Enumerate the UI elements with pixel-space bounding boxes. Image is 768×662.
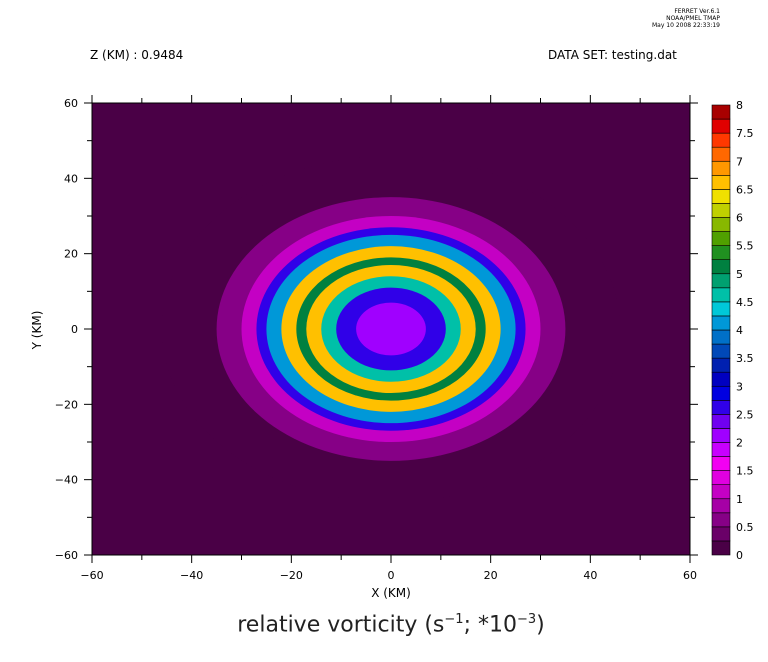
colorbar-label: 1.5 bbox=[736, 465, 754, 478]
x-tick-label: 40 bbox=[583, 569, 597, 582]
plot-title: relative vorticity (s−1; *10−3) bbox=[0, 612, 768, 637]
colorbar-swatch bbox=[711, 217, 731, 232]
colorbar-swatch bbox=[711, 273, 731, 289]
y-tick-label: −40 bbox=[55, 474, 78, 487]
colorbar-swatch bbox=[711, 259, 731, 275]
colorbar-swatch bbox=[711, 118, 731, 134]
stamp-org: NOAA/PMEL TMAP bbox=[666, 15, 720, 22]
colorbar-swatch bbox=[711, 470, 731, 485]
colorbar-swatch bbox=[711, 414, 731, 429]
colorbar-swatch bbox=[711, 287, 731, 303]
colorbar-label: 1 bbox=[736, 493, 743, 506]
title-end: ) bbox=[536, 612, 545, 638]
colorbar-swatch bbox=[711, 329, 731, 345]
colorbar-swatch bbox=[711, 315, 731, 331]
colorbar-swatch bbox=[711, 104, 731, 120]
x-tick-label: 0 bbox=[388, 569, 395, 582]
colorbar-label: 7.5 bbox=[736, 127, 754, 140]
colorbar-swatch bbox=[711, 231, 731, 246]
x-tick-label: 60 bbox=[683, 569, 697, 582]
y-axis: −60 −40 −20 0 20 40 60 bbox=[55, 97, 698, 562]
y-tick-label: 60 bbox=[64, 97, 78, 110]
colorbar-label: 4 bbox=[736, 324, 743, 337]
colorbar-swatch bbox=[711, 512, 731, 528]
x-axis: −60 −40 −20 0 20 40 60 bbox=[80, 95, 697, 582]
colorbar-label: 0.5 bbox=[736, 521, 754, 534]
x-tick-label: −20 bbox=[280, 569, 303, 582]
contour-field bbox=[92, 103, 690, 555]
colorbar-label: 3.5 bbox=[736, 352, 754, 365]
y-tick-label: −60 bbox=[55, 549, 78, 562]
colorbar-label: 7 bbox=[736, 155, 743, 168]
colorbar-swatch bbox=[711, 245, 731, 260]
colorbar-swatch bbox=[711, 132, 731, 148]
colorbar-label: 6.5 bbox=[736, 183, 754, 196]
stamp-date: May 10 2008 22:33:19 bbox=[652, 22, 720, 29]
colorbar-swatch bbox=[711, 301, 731, 317]
x-tick-label: −60 bbox=[80, 569, 103, 582]
title-text: relative vorticity (s bbox=[237, 612, 445, 638]
colorbar-swatch bbox=[711, 442, 731, 457]
stamp-version: FERRET Ver.6.1 bbox=[674, 8, 720, 15]
x-tick-label: 20 bbox=[484, 569, 498, 582]
colorbar-swatch bbox=[711, 357, 731, 373]
colorbar-swatch bbox=[711, 400, 731, 415]
contour-core bbox=[371, 313, 411, 345]
colorbar-swatch bbox=[711, 203, 731, 218]
colorbar-swatch bbox=[711, 526, 731, 542]
colorbar-swatch bbox=[711, 160, 731, 176]
colorbar-swatch bbox=[711, 385, 731, 401]
colorbar-label: 5 bbox=[736, 268, 743, 281]
dataset-label: DATA SET: testing.dat bbox=[548, 48, 677, 62]
colorbar-swatch bbox=[711, 343, 731, 359]
colorbar-swatch bbox=[711, 484, 731, 500]
colorbar-label: 2.5 bbox=[736, 408, 754, 421]
colorbar-label: 8 bbox=[736, 99, 743, 112]
y-tick-label: 20 bbox=[64, 248, 78, 261]
colorbar-swatch bbox=[711, 456, 731, 471]
colorbar-swatch bbox=[711, 146, 731, 162]
y-tick-label: 0 bbox=[71, 323, 78, 336]
y-tick-label: −20 bbox=[55, 398, 78, 411]
colorbar-swatch bbox=[711, 189, 731, 204]
colorbar-label: 5.5 bbox=[736, 240, 754, 253]
colorbar-label: 0 bbox=[736, 549, 743, 562]
ferret-stamp: FERRET Ver.6.1 NOAA/PMEL TMAP May 10 200… bbox=[652, 8, 720, 29]
y-axis-label: Y (KM) bbox=[30, 311, 44, 351]
title-sup1: −1 bbox=[444, 612, 464, 627]
colorbar-swatch bbox=[711, 498, 731, 514]
colorbar-label: 6 bbox=[736, 212, 743, 225]
colorbar-label: 2 bbox=[736, 437, 743, 450]
colorbar-label: 4.5 bbox=[736, 296, 754, 309]
colorbar-swatch bbox=[711, 371, 731, 387]
colorbar-swatch bbox=[711, 175, 731, 190]
x-tick-label: −40 bbox=[180, 569, 203, 582]
x-axis-label: X (KM) bbox=[371, 586, 411, 600]
depth-label: Z (KM) : 0.9484 bbox=[90, 48, 184, 62]
y-tick-label: 40 bbox=[64, 172, 78, 185]
title-mid: ; *10 bbox=[463, 612, 517, 638]
colorbar: 0 0.5 1 1.5 2 2.5 3 3.5 4 4.5 5 5.5 6 6.5 7 7.5 8 bbox=[711, 99, 754, 562]
colorbar-swatch bbox=[711, 428, 731, 443]
colorbar-swatch bbox=[711, 540, 731, 556]
title-sup2: −3 bbox=[516, 612, 537, 627]
colorbar-label: 3 bbox=[736, 380, 743, 393]
